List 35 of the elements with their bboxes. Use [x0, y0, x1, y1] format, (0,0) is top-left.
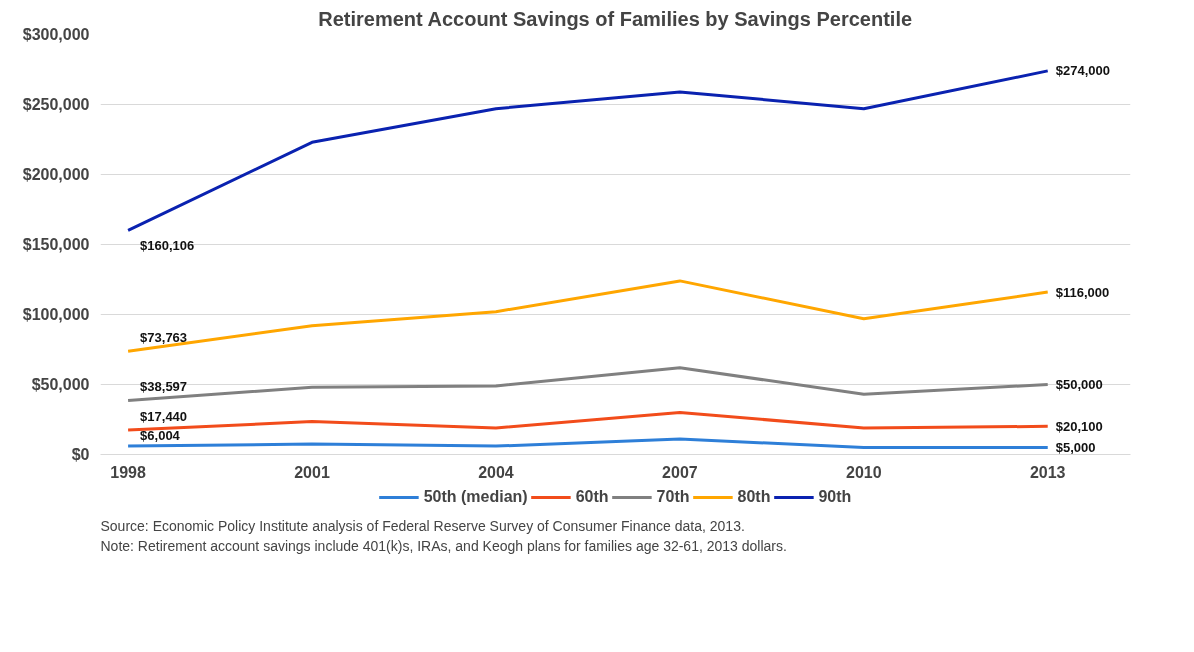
- legend-label: 90th: [818, 488, 852, 506]
- y-tick-label: $250,000: [22, 96, 90, 113]
- line-series: [126, 69, 1050, 232]
- y-tick-label: $300,000: [22, 26, 90, 43]
- legend-label: 60th: [575, 488, 609, 506]
- y-tick-label: $150,000: [22, 236, 90, 253]
- legend-label: 70th: [656, 488, 690, 506]
- data-label: $73,763: [140, 330, 188, 346]
- line-series: [126, 279, 1050, 353]
- y-tick-label: $50,000: [31, 376, 90, 393]
- data-label: $5,000: [1055, 440, 1096, 455]
- legend-label: 80th: [737, 488, 771, 506]
- data-label: $50,000: [1055, 377, 1103, 392]
- data-label: $160,106: [140, 238, 195, 254]
- y-tick-label: $0: [71, 446, 90, 463]
- data-label: $116,000: [1055, 284, 1110, 300]
- legend-label: 50th (median): [423, 488, 528, 506]
- data-label: $38,597: [140, 379, 188, 395]
- line-series: [126, 366, 1050, 402]
- data-label: $274,000: [1055, 63, 1110, 79]
- x-tick-label: 2010: [846, 463, 882, 481]
- source-note: Source: Economic Policy Institute analysis of Federal Reserve Survey of Consumer Finance data, 2013.: [100, 517, 745, 534]
- chart-title: Retirement Account Savings of Families by Savings Percentile: [318, 7, 913, 30]
- x-tick-label: 1998: [110, 463, 146, 481]
- y-tick-label: $200,000: [22, 166, 90, 183]
- data-label: $17,440: [140, 409, 188, 425]
- data-label: $20,100: [1055, 418, 1103, 434]
- x-tick-label: 2013: [1029, 463, 1066, 481]
- line-series: [126, 411, 1050, 432]
- x-tick-label: 2007: [662, 463, 698, 481]
- data-label: $6,004: [140, 428, 181, 444]
- text: Note: Retirement account savings include 401(k)s, IRAs, and Keogh plans for families age 32-61, 2013 dollars.: [100, 537, 787, 554]
- x-tick-label: 2004: [478, 463, 514, 481]
- y-tick-label: $100,000: [22, 306, 90, 323]
- x-tick-label: 2001: [294, 463, 330, 481]
